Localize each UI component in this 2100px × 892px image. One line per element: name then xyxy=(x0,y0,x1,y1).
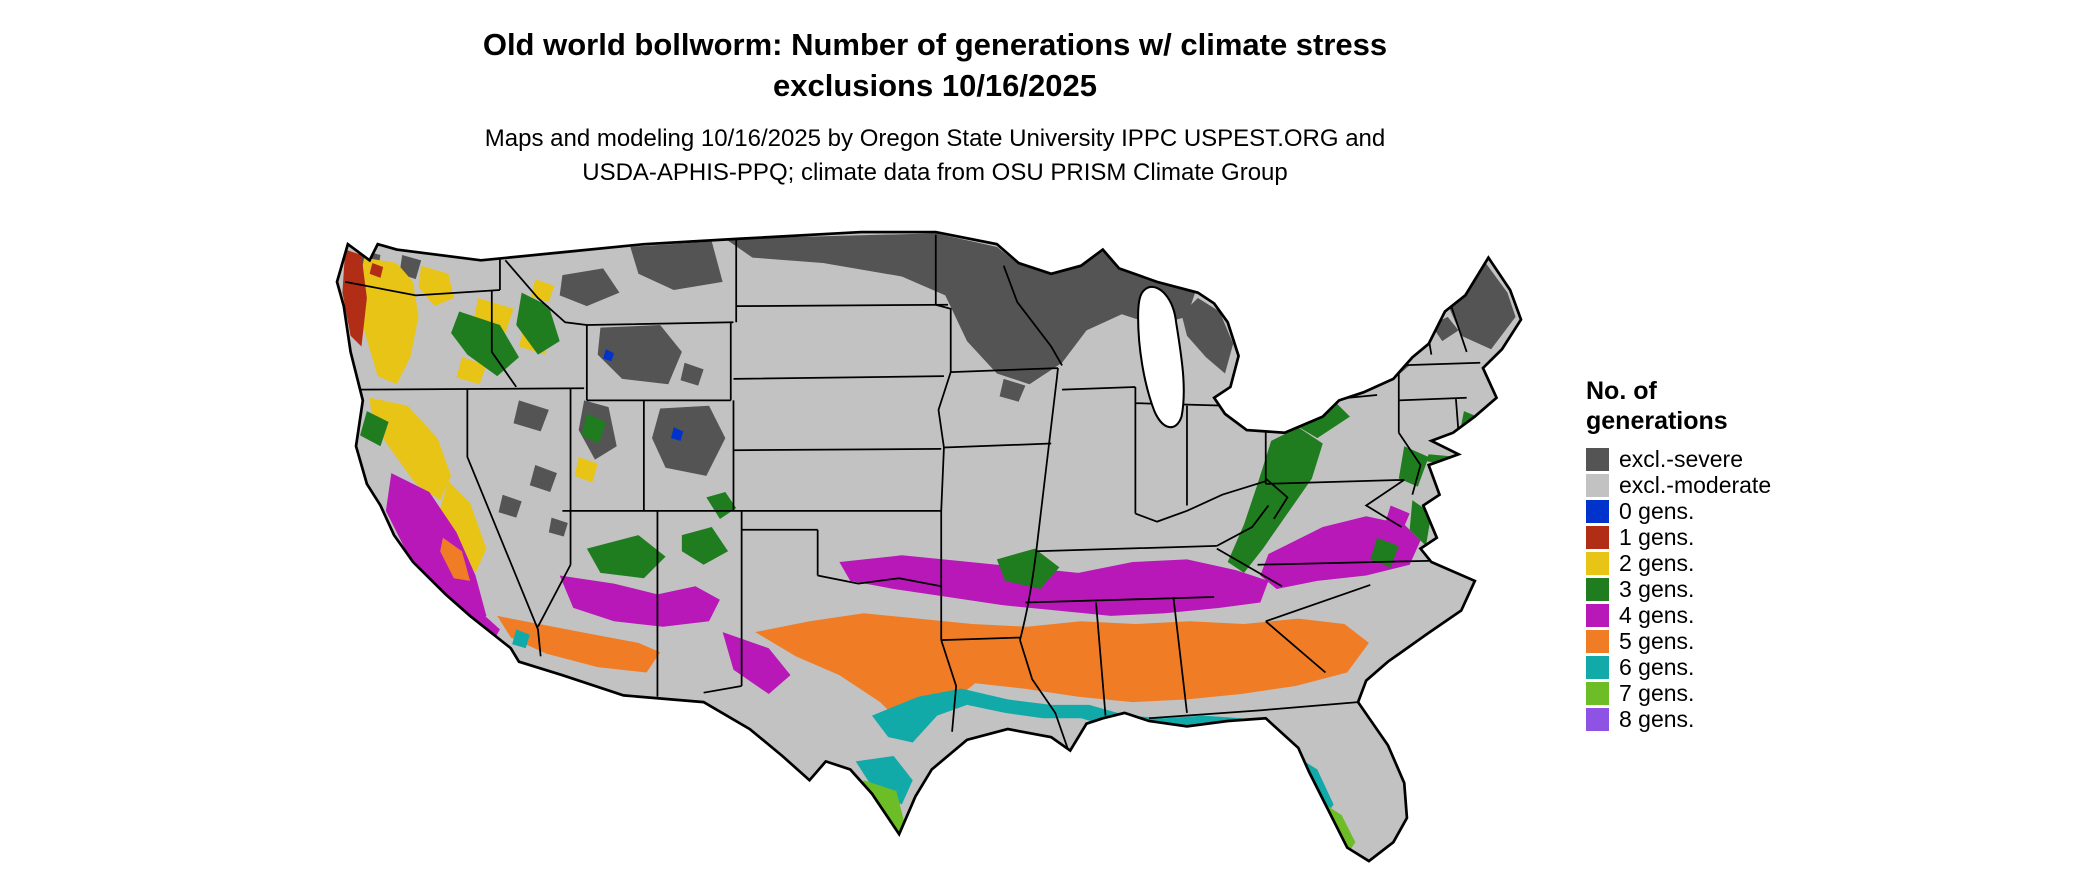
legend-swatch-gen5 xyxy=(1586,630,1609,653)
legend-item-gen1: 1 gens. xyxy=(1586,526,1866,549)
us-outline xyxy=(335,230,1523,863)
legend-swatch-gen7 xyxy=(1586,682,1609,705)
legend-item-gen8: 8 gens. xyxy=(1586,708,1866,731)
legend-swatch-gen6 xyxy=(1586,656,1609,679)
lake-michigan xyxy=(1137,285,1185,429)
legend-label-excl_severe: excl.-severe xyxy=(1619,446,1743,472)
legend-swatch-gen4 xyxy=(1586,604,1609,627)
legend-label-gen4: 4 gens. xyxy=(1619,602,1695,628)
legend-item-gen0: 0 gens. xyxy=(1586,500,1866,523)
region-group-gen2 xyxy=(358,257,598,573)
legend-swatch-gen2 xyxy=(1586,552,1609,575)
legend-title-line1: No. of xyxy=(1586,377,1657,405)
legend-item-gen7: 7 gens. xyxy=(1586,682,1866,705)
state-borders-west xyxy=(344,238,949,697)
legend-item-gen3: 3 gens. xyxy=(1586,578,1866,601)
state-borders-central xyxy=(741,234,1359,749)
legend-swatch-excl_moderate xyxy=(1586,474,1609,497)
region-group-gen3 xyxy=(360,292,1478,589)
legend-label-gen5: 5 gens. xyxy=(1619,628,1695,654)
legend: No. of generations excl.-severe excl.-mod… xyxy=(1586,376,1866,731)
legend-label-gen6: 6 gens. xyxy=(1619,654,1695,680)
legend-label-gen8: 8 gens. xyxy=(1619,706,1695,732)
legend-items: excl.-severe excl.-moderate 0 gens. 1 gens.… xyxy=(1586,448,1866,731)
legend-label-gen0: 0 gens. xyxy=(1619,498,1695,524)
map-subtitle: Maps and modeling 10/16/2025 by Oregon S… xyxy=(250,122,1620,190)
us-map-svg xyxy=(335,230,1523,863)
legend-item-gen2: 2 gens. xyxy=(1586,552,1866,575)
legend-swatch-gen0 xyxy=(1586,500,1609,523)
legend-label-gen2: 2 gens. xyxy=(1619,550,1695,576)
legend-item-excl_moderate: excl.-moderate xyxy=(1586,474,1866,497)
legend-swatch-excl_severe xyxy=(1586,448,1609,471)
region-group-gen4 xyxy=(385,473,1421,695)
legend-item-gen5: 5 gens. xyxy=(1586,630,1866,653)
legend-swatch-gen8 xyxy=(1586,708,1609,731)
legend-label-gen7: 7 gens. xyxy=(1619,680,1695,706)
us-generations-map xyxy=(318,228,1540,888)
region-group-gen1 xyxy=(342,249,384,347)
map-title-line1: Old world bollworm: Number of generation… xyxy=(482,27,1388,62)
legend-item-gen6: 6 gens. xyxy=(1586,656,1866,679)
legend-swatch-gen1 xyxy=(1586,526,1609,549)
map-subtitle-line2: USDA-APHIS-PPQ; climate data from OSU PR… xyxy=(582,159,1288,186)
legend-label-gen1: 1 gens. xyxy=(1619,524,1695,550)
map-title-line2: exclusions 10/16/2025 xyxy=(772,68,1097,103)
legend-item-excl_severe: excl.-severe xyxy=(1586,448,1866,471)
legend-label-gen3: 3 gens. xyxy=(1619,576,1695,602)
legend-swatch-gen3 xyxy=(1586,578,1609,601)
map-title: Old world bollworm: Number of generation… xyxy=(250,24,1620,106)
region-group-gen0 xyxy=(603,349,684,441)
map-subtitle-line1: Maps and modeling 10/16/2025 by Oregon S… xyxy=(484,125,1386,152)
region-group-gen7 xyxy=(855,780,1356,859)
legend-label-excl_moderate: excl.-moderate xyxy=(1619,472,1772,498)
legend-title-line2: generations xyxy=(1586,407,1728,435)
legend-item-gen4: 4 gens. xyxy=(1586,604,1866,627)
